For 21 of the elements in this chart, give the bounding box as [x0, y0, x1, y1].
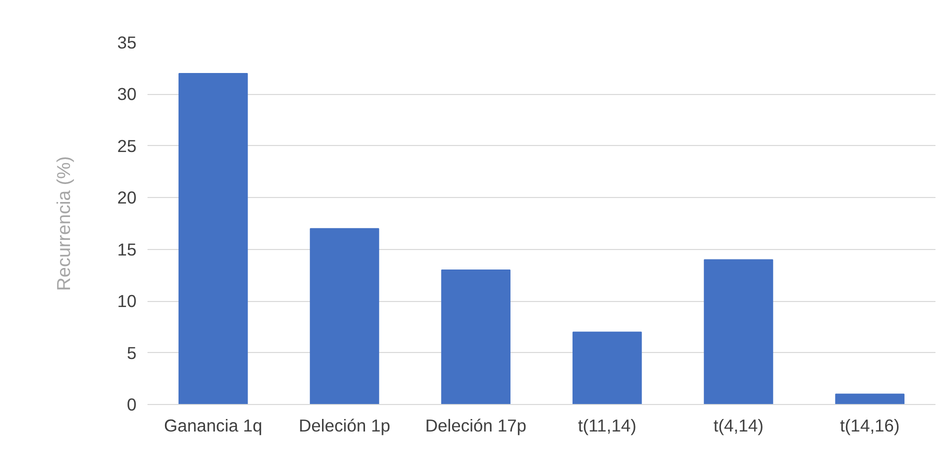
x-tick-label: Deleción 1p [298, 416, 390, 436]
bar [572, 332, 642, 404]
x-tick-label: Ganancia 1q [164, 416, 262, 436]
y-tick-label: 20 [117, 188, 137, 208]
bar [310, 228, 380, 404]
y-tick-label: 25 [117, 136, 137, 156]
y-tick-label: 0 [126, 394, 137, 414]
y-tick-label: 5 [126, 342, 137, 363]
bar [441, 270, 510, 404]
x-tick-label: t(11,14) [578, 416, 636, 436]
y-tick-label: 10 [117, 291, 137, 312]
bar [178, 73, 248, 404]
bar [835, 394, 904, 404]
y-tick-label: 35 [117, 32, 137, 52]
x-tick-label: t(14,16) [840, 416, 900, 436]
y-tick-label: 15 [117, 239, 137, 260]
x-tick-label: Deleción 17p [425, 416, 526, 436]
x-tick-label: t(4,14) [713, 416, 764, 436]
y-axis-title: Recurrencia (%) [53, 156, 74, 291]
y-tick-label: 30 [117, 84, 137, 104]
bar [704, 259, 774, 404]
